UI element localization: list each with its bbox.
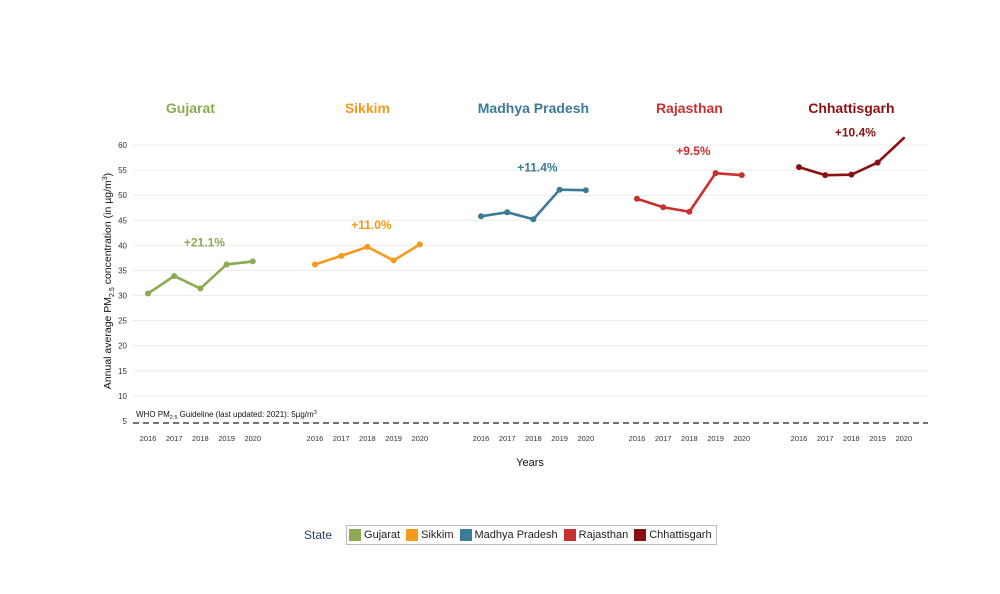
data-point bbox=[848, 171, 855, 178]
x-tick-label: 2016 bbox=[140, 434, 157, 443]
x-tick-label: 2018 bbox=[681, 434, 698, 443]
legend-swatch bbox=[563, 529, 576, 541]
x-tick-label: 2017 bbox=[499, 434, 516, 443]
data-point bbox=[145, 290, 151, 297]
panel-title: Rajasthan bbox=[656, 100, 723, 116]
x-tick-label: 2018 bbox=[843, 434, 860, 443]
x-tick-label: 2017 bbox=[817, 434, 834, 443]
x-tick-label: 2020 bbox=[411, 434, 428, 443]
y-tick-label: 30 bbox=[118, 292, 127, 301]
y-tick-label: 15 bbox=[118, 367, 127, 376]
x-tick-label: 2020 bbox=[244, 434, 261, 443]
data-point bbox=[582, 187, 589, 194]
x-tick-label: 2019 bbox=[707, 434, 724, 443]
x-tick-label: 2017 bbox=[333, 434, 350, 443]
change-label: +10.4% bbox=[835, 126, 876, 140]
data-point bbox=[338, 252, 345, 259]
panel-title: Chhattisgarh bbox=[808, 100, 894, 116]
change-label: +11.4% bbox=[517, 161, 558, 175]
legend-label: Gujarat bbox=[364, 529, 401, 541]
data-point bbox=[660, 204, 667, 211]
y-tick-label: 5 bbox=[123, 417, 128, 426]
legend-swatch bbox=[406, 529, 419, 541]
x-axis-title: Years bbox=[516, 457, 544, 469]
y-tick-label: 50 bbox=[118, 191, 127, 200]
data-point bbox=[364, 243, 371, 250]
x-tick-label: 2019 bbox=[385, 434, 402, 443]
data-point bbox=[249, 258, 256, 265]
y-tick-label: 45 bbox=[118, 216, 127, 225]
who-guideline-label: WHO PM2.5 Guideline (last updated: 2021)… bbox=[136, 410, 317, 421]
data-point bbox=[478, 213, 484, 220]
y-tick-label: 55 bbox=[118, 166, 127, 175]
data-point bbox=[197, 285, 204, 292]
y-tick-label: 35 bbox=[118, 266, 127, 275]
y-tick-label: 40 bbox=[118, 241, 127, 250]
series-line bbox=[479, 188, 588, 221]
x-tick-label: 2018 bbox=[192, 434, 209, 443]
y-tick-label: 10 bbox=[118, 392, 127, 401]
y-tick-label: 25 bbox=[118, 317, 127, 326]
y-axis-title: Annual average PM2.5 concentration (in µ… bbox=[102, 173, 116, 389]
data-point bbox=[504, 209, 511, 216]
x-tick-label: 2016 bbox=[473, 434, 490, 443]
data-point bbox=[312, 261, 318, 268]
data-point bbox=[390, 257, 397, 264]
series-line bbox=[635, 171, 744, 214]
x-tick-label: 2020 bbox=[895, 434, 912, 443]
series-line bbox=[797, 136, 906, 177]
legend-box: Gujarat Sikkim Madhya Pradesh Rajasthan Chha… bbox=[346, 525, 717, 545]
data-point bbox=[874, 159, 881, 166]
data-point bbox=[416, 241, 423, 248]
x-tick-label: 2017 bbox=[655, 434, 672, 443]
x-tick-label: 2019 bbox=[218, 434, 235, 443]
legend: State Gujarat Sikkim Madhya Pradesh Rajasth… bbox=[304, 525, 717, 545]
change-label: +11.0% bbox=[351, 218, 392, 232]
panel-title: Gujarat bbox=[166, 100, 215, 116]
y-tick-label: 60 bbox=[118, 141, 127, 150]
panel-title: Madhya Pradesh bbox=[478, 100, 589, 116]
x-tick-label: 2016 bbox=[791, 434, 808, 443]
legend-item: Sikkim bbox=[406, 529, 454, 541]
legend-label: Rajasthan bbox=[578, 529, 629, 541]
legend-item: Gujarat bbox=[349, 529, 400, 541]
legend-swatch bbox=[459, 529, 472, 541]
data-point bbox=[634, 195, 640, 202]
data-point bbox=[738, 172, 745, 179]
x-tick-label: 2016 bbox=[307, 434, 324, 443]
x-tick-label: 2018 bbox=[525, 434, 542, 443]
data-point bbox=[556, 186, 563, 193]
change-label: +21.1% bbox=[184, 235, 225, 249]
data-point bbox=[530, 216, 537, 223]
data-point bbox=[796, 164, 802, 171]
legend-title: State bbox=[304, 528, 333, 542]
data-point bbox=[171, 272, 178, 279]
change-label: +9.5% bbox=[676, 144, 711, 158]
x-tick-label: 2019 bbox=[869, 434, 886, 443]
legend-swatch bbox=[349, 529, 362, 541]
data-point bbox=[822, 172, 829, 179]
legend-label: Sikkim bbox=[421, 529, 454, 541]
panel-title: Sikkim bbox=[345, 100, 390, 116]
legend-item: Madhya Pradesh bbox=[459, 529, 558, 541]
legend-label: Chhattisgarh bbox=[649, 529, 712, 541]
legend-item: Rajasthan bbox=[563, 529, 629, 541]
x-tick-label: 2020 bbox=[577, 434, 594, 443]
legend-label: Madhya Pradesh bbox=[474, 529, 558, 541]
data-point bbox=[223, 261, 230, 268]
y-tick-label: 20 bbox=[118, 342, 127, 351]
x-tick-label: 2020 bbox=[733, 434, 750, 443]
x-tick-label: 2019 bbox=[551, 434, 568, 443]
legend-item: Chhattisgarh bbox=[634, 529, 712, 541]
data-point bbox=[712, 170, 719, 177]
legend-swatch bbox=[634, 529, 647, 541]
x-tick-label: 2016 bbox=[629, 434, 646, 443]
data-point bbox=[686, 208, 693, 215]
x-tick-label: 2018 bbox=[359, 434, 376, 443]
x-tick-label: 2017 bbox=[166, 434, 183, 443]
